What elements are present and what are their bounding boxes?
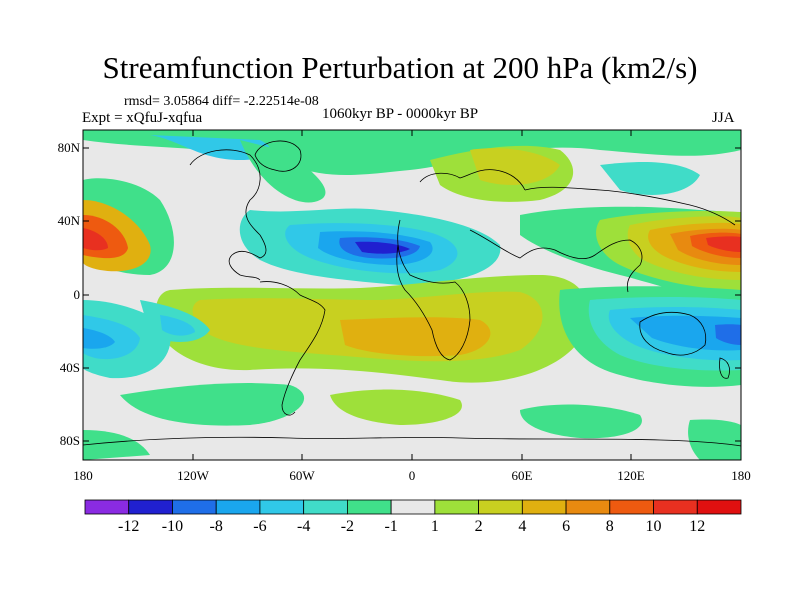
colorbar-swatch (128, 499, 173, 515)
colorbar-label: 8 (605, 518, 614, 535)
colorbar-label: 12 (689, 518, 706, 535)
colorbar-swatch (84, 499, 130, 515)
colorbar-swatch (478, 499, 523, 515)
coastlines (83, 140, 741, 447)
chart-title: Streamfunction Perturbation at 200 hPa (… (102, 50, 698, 85)
colorbar-swatch (565, 499, 611, 515)
lon-tick-label: 60W (289, 468, 315, 483)
lon-tick-label: 60E (511, 468, 533, 483)
period-label: 1060kyr BP - 0000kyr BP (322, 106, 479, 122)
contour-field (83, 130, 741, 460)
colorbar-label: -4 (296, 518, 311, 535)
colorbar-swatch (346, 499, 392, 515)
colorbar-label: -8 (209, 518, 223, 535)
colorbar-swatch (172, 499, 217, 515)
rmsd-stats: rmsd= 3.05864 diff= -2.22514e-08 (124, 94, 319, 109)
lon-tick-label: 180 (73, 468, 93, 483)
lon-tick-label: 180 (731, 468, 751, 483)
experiment-label: Expt = xQfuJ-xqfua (82, 110, 203, 126)
lat-tick-label: 0 (73, 287, 81, 302)
colorbar-label: 10 (645, 518, 662, 535)
colorbar-swatch (521, 499, 567, 515)
colorbar-swatch (259, 499, 305, 515)
lon-tick-label: 120E (617, 468, 645, 483)
season-label: JJA (712, 110, 735, 126)
colorbar-label: -6 (253, 518, 267, 535)
colorbar-swatch (696, 499, 742, 515)
colorbar-swatch (434, 499, 480, 515)
colorbar-label: 6 (562, 518, 571, 535)
colorbar-label: -1 (384, 518, 398, 535)
colorbar-swatch (653, 499, 698, 515)
colorbar-swatch (609, 499, 654, 515)
lat-ticks (83, 147, 741, 442)
colorbar-swatch (390, 499, 436, 515)
colorbar-label: -12 (118, 518, 140, 535)
colorbar-label: -10 (161, 518, 184, 535)
colorbar-swatch (303, 499, 348, 515)
colorbar-label: 4 (518, 518, 527, 535)
lon-ticks (192, 130, 632, 460)
colorbar-label: -2 (340, 518, 355, 535)
colorbar (84, 499, 742, 515)
lon-tick-label: 0 (408, 468, 416, 483)
lat-tick-label: 40N (57, 213, 80, 228)
colorbar-label: 1 (430, 518, 439, 535)
colorbar-swatch (215, 499, 261, 515)
lon-tick-label: 120W (177, 468, 209, 483)
colorbar-label: 2 (474, 518, 483, 535)
lat-tick-label: 80S (59, 433, 80, 448)
lat-tick-label: 40S (59, 360, 80, 375)
lat-tick-label: 80N (57, 140, 80, 155)
